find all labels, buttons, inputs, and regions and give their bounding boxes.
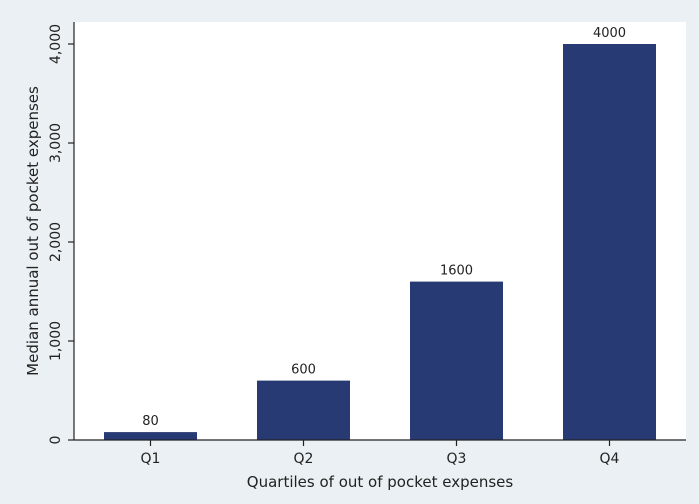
data-label-q1: 80 xyxy=(142,414,159,429)
bar-q2 xyxy=(257,380,350,440)
x-tick-label-q2: Q2 xyxy=(294,451,314,467)
x-tick-label-q3: Q3 xyxy=(447,451,467,467)
y-tick-label-1000: 1,000 xyxy=(48,321,64,361)
y-tick-label-4000: 4,000 xyxy=(48,24,64,64)
y-axis-ticks: 0 1,000 2,000 3,000 4,000 xyxy=(48,24,74,445)
y-axis-title: Median annual out of pocket expenses xyxy=(24,86,42,376)
y-tick-label-3000: 3,000 xyxy=(48,123,64,163)
bar-q1 xyxy=(104,432,197,440)
x-tick-label-q1: Q1 xyxy=(141,451,161,467)
data-label-q2: 600 xyxy=(291,363,316,378)
y-tick-label-2000: 2,000 xyxy=(48,222,64,262)
data-label-q4: 4000 xyxy=(593,26,626,41)
bar-q3 xyxy=(410,281,503,440)
bars-group xyxy=(104,44,656,440)
x-axis-ticks: Q1 Q2 Q3 Q4 xyxy=(141,440,620,467)
y-tick-label-0: 0 xyxy=(48,436,64,445)
value-labels-group: 80 600 1600 4000 xyxy=(142,26,626,429)
bar-q4 xyxy=(563,44,656,440)
x-tick-label-q4: Q4 xyxy=(600,451,620,467)
x-axis-title: Quartiles of out of pocket expenses xyxy=(247,473,514,491)
data-label-q3: 1600 xyxy=(440,264,473,279)
